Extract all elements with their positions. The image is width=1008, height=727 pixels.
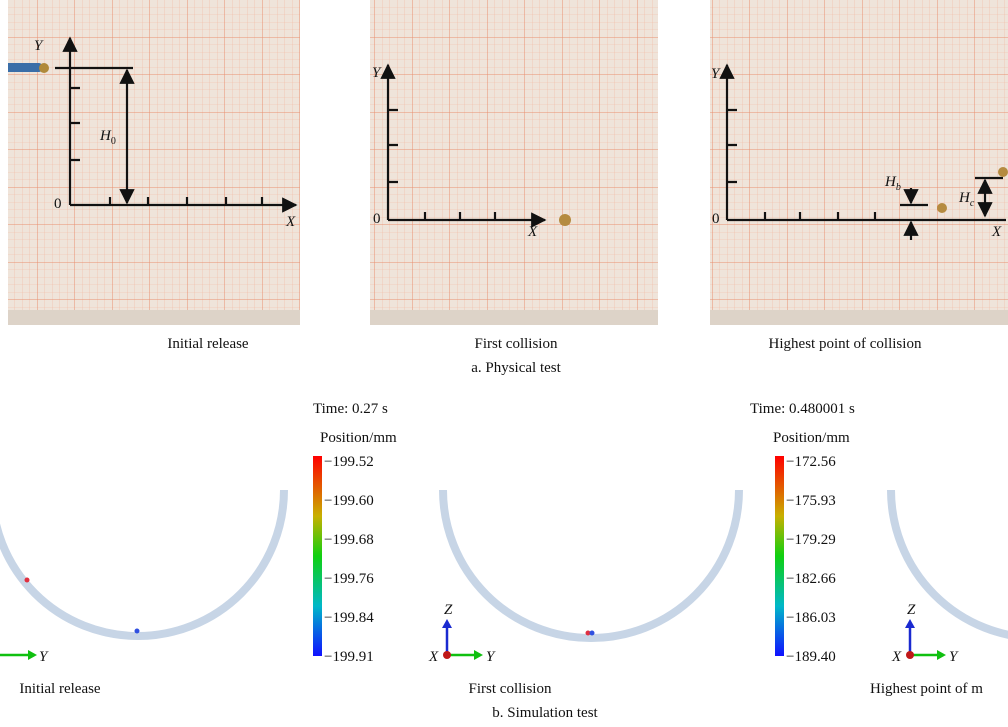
height-symbol: H — [958, 190, 971, 206]
height-label: H0 — [99, 128, 116, 147]
sim-caption: Highest point of m — [870, 681, 983, 697]
height-label: Hb — [884, 174, 901, 193]
legend-tick-label: −186.03 — [786, 610, 836, 626]
y-axis-label: Y — [34, 38, 44, 54]
part-caption: a. Physical test — [471, 360, 561, 376]
legend-tick-label: −172.56 — [786, 454, 836, 470]
height-symbol: H — [884, 174, 897, 190]
legend-tick-label: −199.68 — [324, 532, 374, 548]
height-subscript: c — [970, 198, 975, 209]
y-axis-label: Y — [711, 66, 721, 82]
legend-tick-label: −199.84 — [324, 610, 374, 626]
time-label: Time: 0.480001 s — [750, 401, 855, 417]
photo-highest-point — [710, 0, 1008, 325]
axis-label: X — [428, 649, 439, 665]
legend-tick-label: −199.76 — [324, 571, 374, 587]
photo-initial-release — [8, 0, 300, 325]
axis-triad — [442, 619, 483, 660]
axis-label: Y — [486, 649, 496, 665]
height-subscript: b — [896, 182, 901, 193]
legend-tick-label: −175.93 — [786, 493, 836, 509]
height-symbol: H — [99, 128, 112, 144]
caption-clip: Highest point of m — [870, 681, 983, 697]
photo-first-collision — [370, 0, 658, 325]
x-axis-label: X — [285, 214, 296, 230]
axis-label: Z — [907, 602, 916, 618]
sim-caption: First collision — [469, 681, 552, 697]
x-axis-label: X — [991, 224, 1002, 240]
y-axis-label: Y — [372, 65, 382, 81]
axis-label: Y — [949, 649, 959, 665]
axis-label: Y — [39, 649, 49, 665]
legend-tick-label: −182.66 — [786, 571, 836, 587]
photo-caption: Initial release — [167, 336, 249, 352]
sim-caption: Initial release — [19, 681, 101, 697]
legend-tick-label: −179.29 — [786, 532, 836, 548]
axis-label: X — [891, 649, 902, 665]
axis-triad — [905, 619, 946, 660]
photo-caption: First collision — [475, 336, 558, 352]
simulation-rings — [0, 489, 1008, 642]
colorbar: −199.52 −199.60 −199.68 −199.76 −199.84 −199.… — [313, 454, 374, 665]
photo-caption: Highest point of collision — [769, 336, 922, 352]
legend-title: Position/mm — [773, 430, 850, 446]
height-subscript: 0 — [111, 136, 116, 147]
origin-label: 0 — [373, 211, 381, 227]
origin-label: 0 — [712, 211, 720, 227]
legend-title: Position/mm — [320, 430, 397, 446]
axis-label: Z — [444, 602, 453, 618]
legend-tick-label: −199.91 — [324, 649, 374, 665]
origin-label: 0 — [54, 196, 62, 212]
time-label: Time: 0.27 s — [313, 401, 388, 417]
height-label: Hc — [958, 190, 975, 209]
x-axis-label: X — [527, 224, 538, 240]
legend-tick-label: −199.60 — [324, 493, 374, 509]
part-caption: b. Simulation test — [492, 705, 598, 721]
legend-tick-label: −189.40 — [786, 649, 836, 665]
colorbar: −172.56 −175.93 −179.29 −182.66 −186.03 −189.… — [775, 454, 836, 665]
legend-tick-label: −199.52 — [324, 454, 374, 470]
